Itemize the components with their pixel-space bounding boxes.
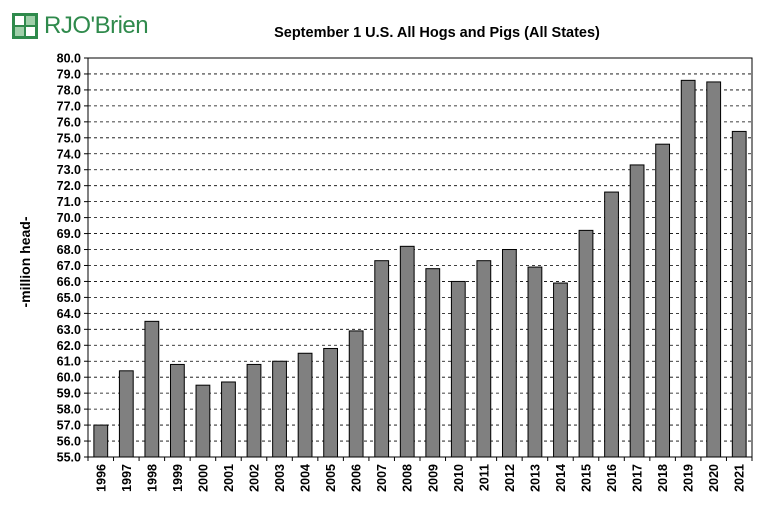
y-tick-label: 74.0 <box>57 147 81 161</box>
y-tick-label: 64.0 <box>57 307 81 321</box>
bar <box>348 330 364 458</box>
x-tick-label: 2006 <box>350 464 364 492</box>
bar <box>629 164 645 458</box>
y-axis-ticks: 55.0 56.0 57.0 58.0 59.0 60.0 61.0 62.0 63.0 64.0… <box>57 52 88 465</box>
x-tick-label: 2002 <box>248 464 262 492</box>
chart-title: September 1 U.S. All Hogs and Pigs (All … <box>274 25 600 41</box>
y-tick-label: 60.0 <box>57 371 81 385</box>
x-tick-label: 2000 <box>196 464 210 492</box>
bar <box>731 130 747 458</box>
bar <box>680 79 696 458</box>
x-tick-label: 2008 <box>401 464 415 492</box>
y-tick-label: 57.0 <box>57 419 81 433</box>
y-tick-label: 70.0 <box>57 211 81 225</box>
y-tick-label: 71.0 <box>57 195 81 209</box>
bar <box>527 266 543 458</box>
bar <box>399 245 415 458</box>
x-tick-label: 1998 <box>145 464 159 492</box>
bar <box>297 352 313 458</box>
x-tick-label: 2018 <box>656 464 670 492</box>
bar <box>604 191 619 458</box>
x-tick-label: 2012 <box>503 464 517 492</box>
y-tick-label: 76.0 <box>57 115 81 129</box>
x-tick-label: 2003 <box>273 464 287 492</box>
y-tick-label: 55.0 <box>57 451 81 465</box>
x-tick-label: 2019 <box>682 464 696 492</box>
brand-logo: RJO'Brien <box>12 10 149 42</box>
y-tick-label: 65.0 <box>57 291 81 305</box>
x-tick-label: 2005 <box>324 464 338 492</box>
y-tick-label: 80.0 <box>57 52 81 66</box>
brand-logo-mark-icon <box>12 13 38 39</box>
gridlines <box>88 73 752 442</box>
bar <box>450 280 466 458</box>
x-tick-label: 2009 <box>426 464 440 492</box>
y-axis-label: -million head- <box>17 216 33 307</box>
x-tick-label: 2013 <box>528 464 542 492</box>
x-tick-label: 2010 <box>452 464 466 492</box>
y-tick-label: 79.0 <box>57 67 81 81</box>
plot-area-frame <box>87 57 753 458</box>
x-tick-label: 2011 <box>477 464 491 491</box>
bar <box>272 360 287 458</box>
x-tick-label: 2007 <box>375 464 389 492</box>
bar <box>655 143 671 458</box>
bar <box>374 260 390 458</box>
y-tick-label: 59.0 <box>57 387 81 401</box>
x-tick-label: 2020 <box>707 464 721 492</box>
x-tick-label: 2001 <box>222 464 236 492</box>
x-tick-label: 2016 <box>605 464 619 492</box>
x-tick-label: 1997 <box>120 464 134 492</box>
x-axis-ticks: 1996 1997 1998 1999 2000 2001 2002 2003 2004 2005… <box>87 457 753 492</box>
y-tick-label: 75.0 <box>57 131 81 145</box>
bar <box>118 370 134 458</box>
y-tick-label: 58.0 <box>57 403 81 417</box>
y-tick-label: 62.0 <box>57 339 81 353</box>
x-tick-label: 2021 <box>733 464 747 492</box>
bar <box>323 347 339 458</box>
y-tick-label: 63.0 <box>57 323 81 337</box>
y-tick-label: 77.0 <box>57 99 81 113</box>
x-tick-label: 2017 <box>631 464 645 492</box>
bar <box>476 260 492 458</box>
y-tick-label: 69.0 <box>57 227 81 241</box>
bar <box>501 249 517 458</box>
y-tick-label: 56.0 <box>57 435 81 449</box>
y-tick-label: 66.0 <box>57 275 81 289</box>
y-tick-label: 68.0 <box>57 243 81 257</box>
y-tick-label: 73.0 <box>57 163 81 177</box>
y-tick-label: 61.0 <box>57 355 81 369</box>
bar <box>144 320 160 458</box>
x-tick-label: 1996 <box>94 464 108 492</box>
y-tick-label: 67.0 <box>57 259 81 273</box>
bar <box>706 81 722 458</box>
bar <box>578 229 594 458</box>
x-tick-label: 2015 <box>580 464 594 492</box>
bars <box>93 79 747 458</box>
x-tick-label: 1999 <box>171 464 185 492</box>
bar <box>93 424 109 458</box>
y-tick-label: 72.0 <box>57 179 81 193</box>
x-tick-label: 2004 <box>299 464 313 492</box>
x-tick-label: 2014 <box>554 464 568 492</box>
bar <box>169 363 185 458</box>
bar <box>246 363 262 458</box>
bar <box>221 381 236 458</box>
bar <box>553 282 568 458</box>
brand-name: RJO'Brien <box>44 12 149 39</box>
bar <box>425 268 441 458</box>
bar <box>195 384 211 458</box>
y-tick-label: 78.0 <box>57 83 81 97</box>
